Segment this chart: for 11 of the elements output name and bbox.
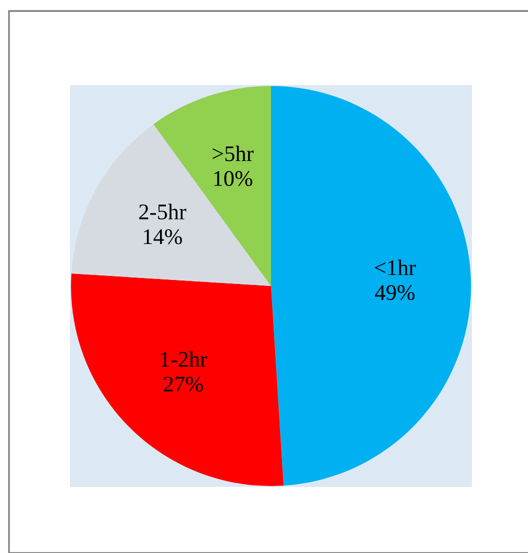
- data-label: 27%: [164, 376, 203, 392]
- data-label: 49%: [375, 285, 415, 300]
- slice-label: <1hr: [374, 260, 416, 276]
- slice-label: 2-5hr: [139, 204, 186, 220]
- data-label: 14%: [144, 229, 182, 244]
- pie-slice: [71, 124, 271, 286]
- pie-slice: [71, 273, 284, 486]
- slice-label: 1-2hr: [161, 351, 208, 367]
- data-label: 10%: [214, 171, 252, 186]
- slice-label: >5hr: [212, 146, 254, 162]
- pie-slice: [271, 86, 471, 486]
